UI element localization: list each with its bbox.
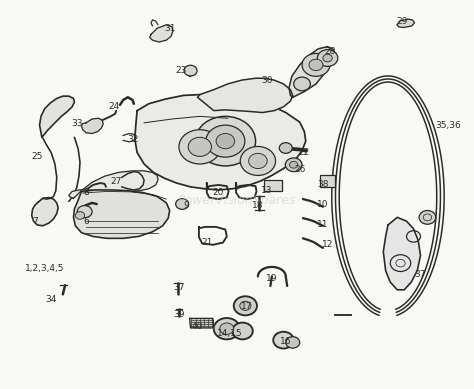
Polygon shape [135, 95, 306, 190]
Circle shape [294, 77, 310, 91]
Polygon shape [397, 19, 414, 28]
Polygon shape [82, 118, 103, 133]
Text: 20: 20 [213, 188, 224, 197]
Text: 1,2,3,4,5: 1,2,3,4,5 [25, 265, 64, 273]
Circle shape [419, 210, 436, 224]
Text: 28: 28 [324, 47, 336, 56]
Text: 14,15: 14,15 [217, 329, 243, 338]
Text: 13: 13 [262, 186, 273, 195]
Circle shape [240, 147, 275, 175]
Circle shape [188, 137, 211, 156]
Polygon shape [198, 78, 293, 112]
Circle shape [240, 301, 251, 310]
Text: PowerVisionSpares: PowerVisionSpares [178, 194, 296, 207]
Text: 7: 7 [32, 217, 38, 226]
Polygon shape [73, 190, 170, 238]
Polygon shape [32, 198, 58, 226]
Circle shape [286, 337, 300, 348]
Polygon shape [150, 25, 173, 42]
Circle shape [248, 153, 267, 168]
Circle shape [279, 143, 292, 153]
Text: 27: 27 [110, 177, 122, 186]
Text: 32: 32 [127, 135, 138, 144]
Text: 8: 8 [83, 188, 89, 197]
Circle shape [234, 296, 257, 315]
Text: 12: 12 [322, 240, 333, 249]
Circle shape [77, 205, 92, 218]
Text: 17: 17 [240, 303, 252, 312]
Polygon shape [39, 96, 74, 137]
Text: 21: 21 [201, 238, 212, 247]
Circle shape [220, 323, 234, 335]
Text: 23: 23 [175, 66, 187, 75]
Circle shape [318, 50, 338, 67]
Circle shape [323, 54, 332, 62]
Text: 16: 16 [280, 337, 292, 346]
Text: 25: 25 [32, 152, 43, 161]
Text: 39: 39 [173, 310, 185, 319]
Text: 31: 31 [164, 24, 175, 33]
Circle shape [206, 125, 245, 157]
Circle shape [216, 133, 235, 149]
Text: 11: 11 [317, 221, 328, 230]
Text: 22: 22 [299, 148, 310, 157]
Circle shape [176, 199, 189, 209]
Text: 19: 19 [266, 274, 278, 283]
Circle shape [75, 212, 85, 219]
Circle shape [302, 53, 330, 76]
Circle shape [309, 59, 323, 71]
Text: 29: 29 [396, 17, 408, 26]
Text: 26: 26 [294, 165, 305, 174]
Polygon shape [69, 171, 158, 198]
Polygon shape [190, 318, 214, 328]
Text: 6: 6 [83, 217, 89, 226]
Text: 37: 37 [415, 270, 426, 279]
Text: 34: 34 [46, 295, 57, 304]
Circle shape [195, 116, 255, 166]
Text: 10: 10 [317, 200, 328, 209]
Text: 18: 18 [252, 202, 264, 210]
Text: 33: 33 [71, 119, 82, 128]
Circle shape [273, 332, 294, 349]
Text: 35,36: 35,36 [436, 121, 461, 130]
Circle shape [290, 161, 298, 168]
Circle shape [285, 158, 302, 172]
Circle shape [184, 65, 197, 76]
Bar [264, 180, 282, 191]
Bar [319, 175, 335, 187]
Polygon shape [289, 47, 336, 97]
Circle shape [179, 130, 221, 164]
Text: 37: 37 [173, 284, 185, 293]
Text: 24: 24 [108, 102, 119, 111]
Text: 30: 30 [262, 75, 273, 85]
Polygon shape [383, 217, 420, 290]
Circle shape [214, 318, 240, 339]
Circle shape [232, 322, 253, 339]
Text: 38: 38 [317, 180, 328, 189]
Text: 40: 40 [192, 322, 203, 331]
Text: 9: 9 [183, 202, 189, 210]
